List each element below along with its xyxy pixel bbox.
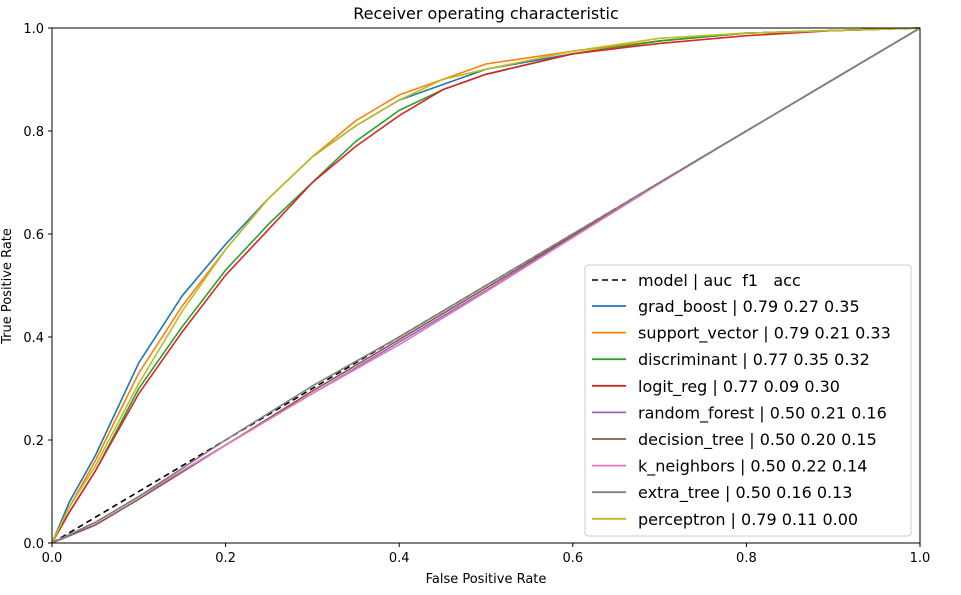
legend-entry: grad_boost | 0.79 0.27 0.35 <box>638 297 860 317</box>
y-tick-label: 0.6 <box>23 228 44 243</box>
x-axis: 0.0 0.2 0.4 0.6 0.8 1.0 <box>42 543 931 566</box>
series-line-extra-tree <box>51 27 921 544</box>
plot-lines <box>51 27 921 544</box>
legend-box <box>584 264 912 537</box>
legend-entry: logit_reg | 0.77 0.09 0.30 <box>638 377 840 397</box>
x-tick-label: 0.8 <box>736 551 757 566</box>
x-axis-label: False Positive Rate <box>426 572 547 587</box>
chart-title: Receiver operating characteristic <box>353 4 619 23</box>
y-tick-label: 0.2 <box>23 434 44 449</box>
legend: model | auc f1 acc grad_boost | 0.79 0.2… <box>584 264 912 537</box>
legend-entry: k_neighbors | 0.50 0.22 0.14 <box>638 457 867 477</box>
y-tick-label: 1.0 <box>23 22 44 37</box>
legend-entry: discriminant | 0.77 0.35 0.32 <box>638 350 870 369</box>
y-tick-label: 0.8 <box>23 125 44 140</box>
y-axis: 0.0 0.2 0.4 0.6 0.8 1.0 <box>23 22 52 552</box>
x-tick-label: 0.2 <box>215 551 236 566</box>
legend-entry: perceptron | 0.79 0.11 0.00 <box>638 510 858 529</box>
y-tick-label: 0.0 <box>23 537 44 552</box>
legend-entry: decision_tree | 0.50 0.20 0.15 <box>638 430 877 450</box>
series-line-perceptron <box>51 27 921 544</box>
x-tick-label: 0.6 <box>562 551 583 566</box>
legend-entry: random_forest | 0.50 0.21 0.16 <box>638 403 887 423</box>
series-line-discriminant <box>51 27 921 544</box>
legend-entry: extra_tree | 0.50 0.16 0.13 <box>638 483 852 503</box>
series-line-logit-reg <box>51 27 921 544</box>
y-axis-label: True Positive Rate <box>0 228 15 345</box>
x-tick-label: 0.0 <box>42 551 63 566</box>
y-tick-label: 0.4 <box>23 331 44 346</box>
x-tick-label: 0.4 <box>389 551 410 566</box>
legend-header: model | auc f1 acc <box>638 271 801 290</box>
x-tick-label: 1.0 <box>910 551 931 566</box>
legend-entry: support_vector | 0.79 0.21 0.33 <box>638 324 891 344</box>
plot-frame <box>51 27 921 544</box>
